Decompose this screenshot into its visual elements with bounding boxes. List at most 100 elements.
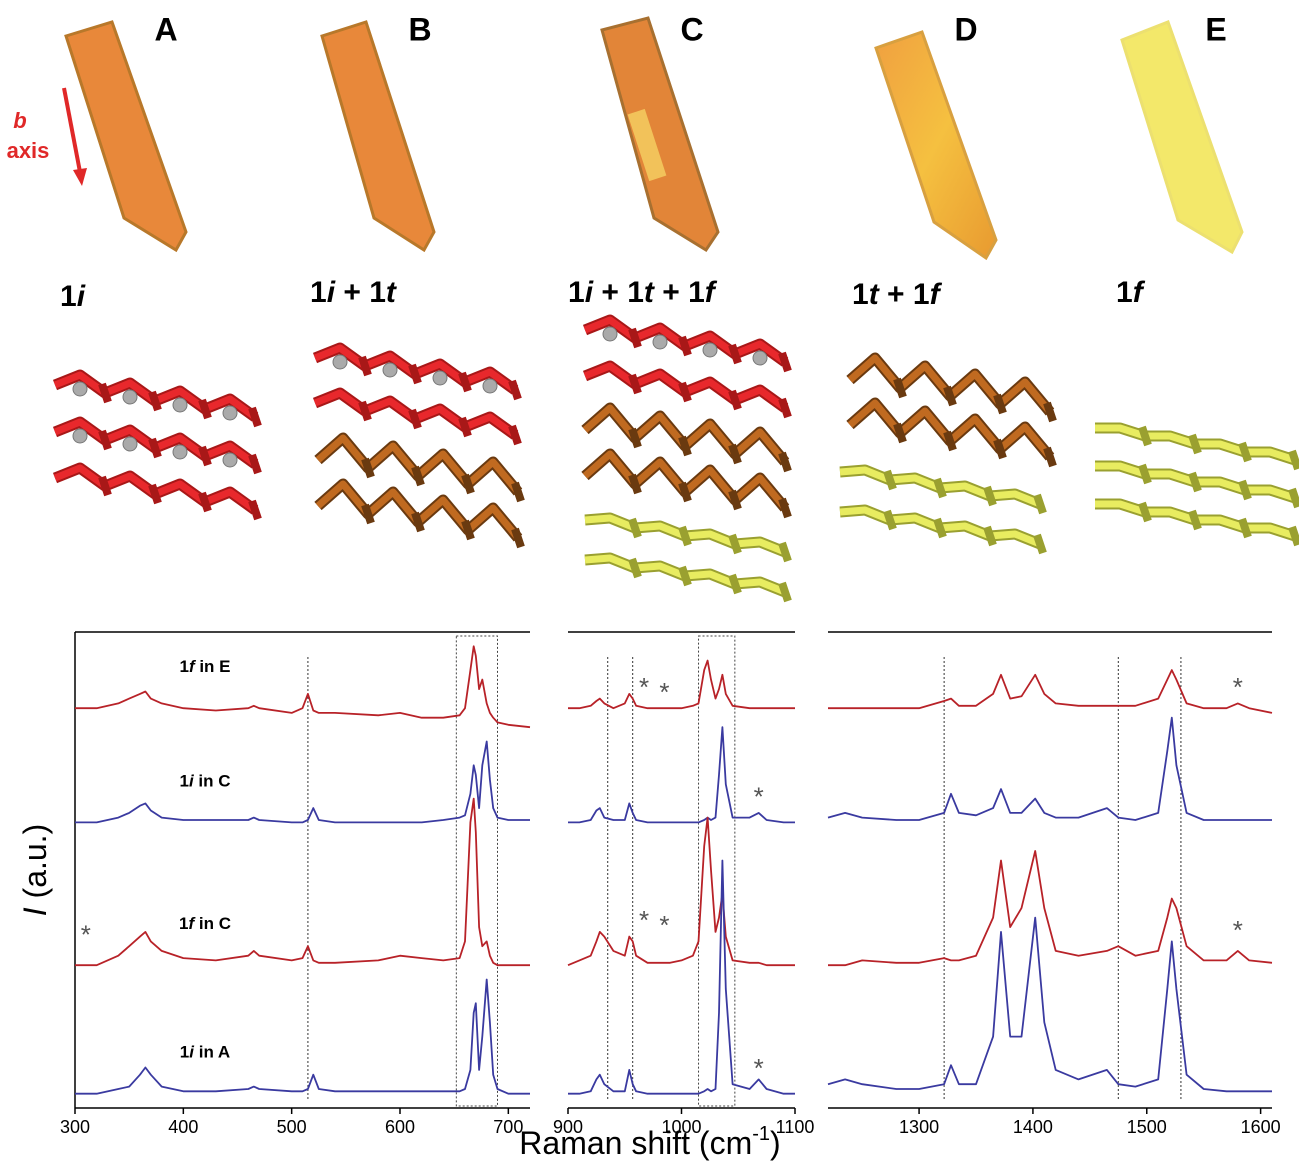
cross-link bbox=[678, 435, 692, 457]
spectrum bbox=[75, 645, 531, 729]
atom bbox=[752, 350, 768, 366]
spectrum bbox=[75, 797, 530, 967]
spectrum bbox=[568, 726, 795, 824]
atom bbox=[172, 397, 188, 413]
cross-link bbox=[148, 483, 162, 505]
cross-link bbox=[1238, 479, 1252, 501]
molecular-layers bbox=[52, 314, 1299, 603]
composition: 1i + 1t bbox=[310, 276, 398, 309]
atom bbox=[222, 452, 238, 468]
cross-link bbox=[778, 497, 792, 519]
cross-link bbox=[983, 525, 997, 547]
cross-link bbox=[1033, 533, 1047, 555]
x-tick-label: 1500 bbox=[1127, 1117, 1167, 1137]
annotation: * bbox=[639, 905, 649, 935]
atom bbox=[332, 354, 348, 370]
atom bbox=[72, 381, 88, 397]
cross-link bbox=[883, 509, 897, 531]
cross-link bbox=[461, 519, 475, 541]
cross-link bbox=[1288, 487, 1299, 509]
cross-link bbox=[1043, 401, 1057, 423]
cross-link bbox=[458, 416, 472, 438]
cross-link bbox=[1138, 425, 1152, 447]
reference-box bbox=[698, 635, 736, 1107]
cross-link bbox=[778, 581, 792, 603]
annotation: * bbox=[754, 781, 764, 811]
spectrum bbox=[75, 978, 530, 1095]
x-tick-label: 1100 bbox=[776, 1117, 815, 1137]
cross-link bbox=[508, 379, 522, 401]
x-tick-label: 1400 bbox=[1013, 1117, 1053, 1137]
crystal-e bbox=[1120, 20, 1244, 255]
cross-link bbox=[361, 457, 375, 479]
spectrum bbox=[827, 916, 1272, 1093]
spectra: 300 400 500 600 700 1f in E 1i in C 1f in C 1i i… bbox=[60, 631, 1281, 1137]
cross-link bbox=[628, 373, 642, 395]
series-label: 1f in C bbox=[179, 915, 231, 934]
x-tick-label: 1000 bbox=[661, 1117, 701, 1137]
cross-link bbox=[933, 517, 947, 539]
composition: 1i + 1t + 1f bbox=[568, 276, 718, 309]
cross-link bbox=[361, 503, 375, 525]
cross-link bbox=[198, 491, 212, 513]
cross-link bbox=[511, 527, 525, 549]
cross-link bbox=[1138, 501, 1152, 523]
cross-link bbox=[778, 451, 792, 473]
annotation: * bbox=[659, 677, 669, 707]
atom bbox=[122, 389, 138, 405]
series-label: 1i in C bbox=[179, 772, 230, 791]
annotation: * bbox=[659, 910, 669, 940]
b-axis-word: axis bbox=[7, 138, 50, 163]
x-tick-label: 500 bbox=[277, 1117, 307, 1137]
panel-letter: B bbox=[408, 11, 431, 47]
cross-link bbox=[1188, 471, 1202, 493]
cross-link bbox=[933, 477, 947, 499]
atom bbox=[72, 428, 88, 444]
cross-link bbox=[198, 445, 212, 467]
cross-link bbox=[248, 406, 262, 428]
reference-box bbox=[455, 635, 499, 1107]
spectrum bbox=[828, 669, 1273, 714]
cross-link bbox=[1238, 517, 1252, 539]
cross-link bbox=[98, 475, 112, 497]
b-axis-arrow bbox=[62, 87, 82, 173]
annotation: * bbox=[754, 1053, 764, 1083]
cross-link bbox=[628, 557, 642, 579]
spectrum bbox=[568, 659, 795, 710]
cross-link bbox=[728, 389, 742, 411]
cross-link bbox=[98, 382, 112, 404]
cross-link bbox=[728, 343, 742, 365]
x-tick-label: 300 bbox=[60, 1117, 90, 1137]
annotation: * bbox=[1233, 915, 1243, 945]
spectrum bbox=[828, 850, 1273, 967]
x-tick-label: 900 bbox=[553, 1117, 583, 1137]
cross-link bbox=[728, 573, 742, 595]
spectrum bbox=[567, 816, 795, 967]
cross-link bbox=[148, 437, 162, 459]
cross-link bbox=[778, 351, 792, 373]
panel-letter: A bbox=[154, 11, 177, 47]
cross-link bbox=[678, 481, 692, 503]
cross-link bbox=[408, 408, 422, 430]
cross-link bbox=[993, 393, 1007, 415]
composition: 1t + 1f bbox=[852, 278, 943, 311]
atom bbox=[382, 362, 398, 378]
series-label: 1f in E bbox=[179, 658, 230, 677]
cross-link bbox=[248, 453, 262, 475]
x-tick-label: 1300 bbox=[899, 1117, 939, 1137]
panel-letter: C bbox=[680, 11, 703, 47]
cross-link bbox=[728, 489, 742, 511]
crystal-d bbox=[874, 30, 998, 261]
cross-link bbox=[728, 443, 742, 465]
crystal-b bbox=[320, 20, 436, 253]
x-tick-label: 1600 bbox=[1241, 1117, 1281, 1137]
cross-link bbox=[678, 565, 692, 587]
crystal-c-feature bbox=[627, 108, 667, 182]
x-axis-title: Raman shift (cm-1) bbox=[519, 1123, 780, 1161]
y-axis-title: I (a.u.) bbox=[17, 824, 53, 916]
cross-link bbox=[1033, 493, 1047, 515]
cross-link bbox=[778, 541, 792, 563]
series-label: 1i in A bbox=[180, 1043, 230, 1062]
b-axis-letter: b bbox=[13, 108, 26, 133]
